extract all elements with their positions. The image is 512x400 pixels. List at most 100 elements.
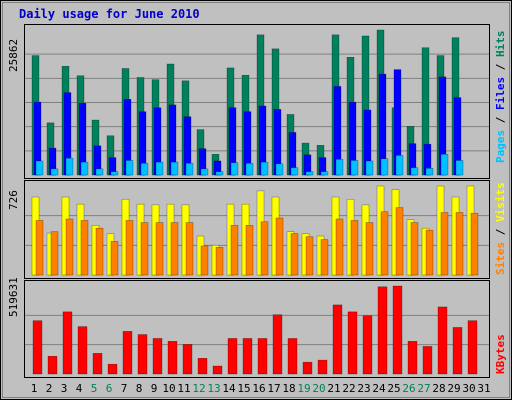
visits-panel-bar-sites: [170, 222, 179, 276]
x-tick-label: 3: [61, 382, 68, 395]
hits-panel-bar-pages: [275, 163, 284, 176]
legend-pages: Pages: [494, 129, 507, 163]
visits-panel-bar-sites: [410, 222, 419, 276]
hits-panel-bar-pages: [335, 159, 344, 176]
hits-panel-bar-pages: [305, 171, 314, 176]
x-tick-label: 6: [106, 382, 113, 395]
legend-kbytes: KBytes: [494, 334, 507, 374]
kbytes-panel-bar-kbytes: [152, 338, 163, 375]
legend-separator: /: [494, 222, 507, 242]
hits-panel-bar-pages: [95, 168, 104, 176]
kbytes-panel-bar-kbytes: [92, 353, 103, 375]
hits-panel-bar-pages: [170, 161, 179, 176]
legend-sites: Sites: [494, 241, 507, 275]
visits-panel-bar-sites: [305, 236, 314, 276]
kbytes-legend-label: KBytes: [494, 334, 507, 374]
visits-panel-bar-sites: [110, 241, 119, 276]
kbytes-panel-bar-kbytes: [302, 361, 313, 375]
kbytes-panel-bar-kbytes: [392, 285, 403, 375]
x-tick-label: 27: [417, 382, 430, 395]
x-tick-label: 1: [31, 382, 38, 395]
x-tick-label: 26: [402, 382, 415, 395]
x-tick-label: 24: [372, 382, 386, 395]
x-tick-label: 2: [46, 382, 53, 395]
hits-panel-bar-pages: [290, 167, 299, 176]
x-tick-label: 7: [121, 382, 128, 395]
visits-panel-bar-sites: [185, 222, 194, 276]
visits-panel-bar-sites: [320, 239, 329, 276]
kbytes-ymax-label: 519631: [7, 277, 20, 317]
x-tick-label: 8: [136, 382, 143, 395]
visits-panel-bar-sites: [380, 211, 389, 276]
hits-panel-bar-pages: [200, 168, 209, 176]
visits-panel-bar-sites: [155, 222, 164, 276]
visits-panel-bar-sites: [200, 245, 209, 276]
kbytes-panel-bar-kbytes: [137, 334, 148, 375]
x-tick-label: 5: [91, 382, 98, 395]
x-tick-label: 21: [327, 382, 340, 395]
x-tick-label: 19: [297, 382, 310, 395]
kbytes-panel-bar-kbytes: [347, 311, 358, 375]
hits-ymax-label: 25862: [7, 38, 20, 72]
visits-panel-bar-sites: [470, 212, 479, 276]
x-tick-label: 4: [76, 382, 83, 395]
kbytes-panel-bar-kbytes: [77, 326, 88, 375]
kbytes-panel-bar-kbytes: [332, 304, 343, 375]
x-tick-label: 11: [177, 382, 190, 395]
visits-panel-bar-sites: [245, 225, 254, 276]
visits-panel-bar-sites: [440, 212, 449, 276]
hits-panel-bar-pages: [440, 154, 449, 176]
visits-panel-bar-sites: [230, 225, 239, 276]
kbytes-panel-bar-kbytes: [62, 311, 73, 375]
x-tick-label: 25: [387, 382, 400, 395]
kbytes-panel-bar-kbytes: [107, 363, 118, 375]
kbytes-panel-bar-kbytes: [422, 346, 433, 375]
hits-panel-bar-pages: [110, 171, 119, 176]
kbytes-panel-bar-kbytes: [407, 341, 418, 375]
visits-panel-bar-sites: [260, 221, 269, 276]
kbytes-panel-bar-kbytes: [437, 306, 448, 375]
x-tick-label: 30: [462, 382, 475, 395]
visits-panel-bar-sites: [65, 218, 74, 276]
hits-panel-bar-pages: [215, 171, 224, 176]
kbytes-panel-bar-kbytes: [467, 320, 478, 375]
kbytes-panel-bar-kbytes: [257, 338, 268, 375]
hits-panel-bar-pages: [65, 157, 74, 176]
hits-panel-bar-pages: [230, 162, 239, 176]
visits-panel-bar-sites: [125, 220, 134, 276]
x-tick-label: 20: [312, 382, 325, 395]
chart-title: Daily usage for June 2010: [19, 7, 200, 21]
x-tick-label: 15: [237, 382, 250, 395]
x-tick-label: 12: [192, 382, 205, 395]
visits-panel-bar-sites: [215, 247, 224, 276]
x-tick-label: 28: [432, 382, 445, 395]
visits-legend-label: Sites / Visits: [494, 182, 507, 275]
x-tick-label: 23: [357, 382, 370, 395]
hits-panel-bar-pages: [350, 160, 359, 176]
hits-panel-bar-pages: [155, 161, 164, 176]
hits-panel-bar-pages: [35, 160, 44, 176]
legend-files: Files: [494, 76, 507, 110]
hits-panel-bar-pages: [80, 161, 89, 176]
kbytes-panel-bar-kbytes: [32, 320, 43, 375]
visits-panel-bar-sites: [335, 218, 344, 276]
x-tick-label: 13: [207, 382, 220, 395]
x-tick-label: 17: [267, 382, 280, 395]
visits-panel-bar-sites: [365, 222, 374, 276]
visits-panel-bar-sites: [95, 227, 104, 276]
kbytes-panel-bar-kbytes: [242, 338, 253, 375]
legend-separator: /: [494, 57, 507, 77]
x-tick-label: 10: [162, 382, 175, 395]
legend-visits: Visits: [494, 182, 507, 222]
kbytes-panel-bar-kbytes: [317, 359, 328, 375]
x-tick-label: 31: [477, 382, 490, 395]
legend-hits: Hits: [494, 30, 507, 58]
visits-panel-bar-sites: [140, 222, 149, 276]
x-tick-label: 18: [282, 382, 295, 395]
hits-panel-bar-pages: [455, 160, 464, 176]
visits-panel-bar-sites: [50, 231, 59, 276]
kbytes-panel-bar-kbytes: [212, 365, 223, 375]
